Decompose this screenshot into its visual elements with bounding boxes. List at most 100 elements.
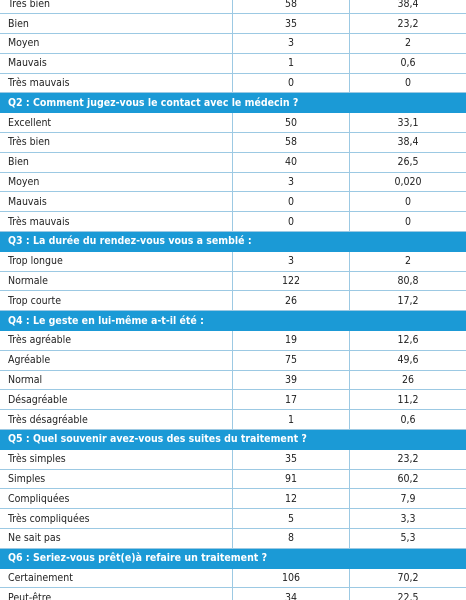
answer-label: Certainement: [8, 571, 73, 584]
section-heading: Q2 : Comment jugez-vous le contact avec …: [8, 96, 299, 109]
percent: 17,2: [349, 291, 466, 311]
table-row: Très désagréable 1 0,6: [0, 410, 466, 430]
answer-label: Désagréable: [8, 393, 68, 406]
answer-label: Moyen: [8, 37, 40, 50]
table-row: Agréable 75 49,6: [0, 350, 466, 371]
answer-label: Trop courte: [8, 294, 62, 307]
answer-label: Simples: [8, 472, 46, 485]
percent: 5,3: [349, 529, 466, 548]
table-row: Certainement 106 70,2: [0, 568, 466, 589]
count: 26: [232, 291, 349, 311]
count: 58: [232, 0, 349, 14]
section-heading-row: Q6 : Seriez-vous prêt(e)à refaire un tra…: [0, 548, 466, 569]
table-row: Excellent 50 33,1: [0, 113, 466, 133]
count: 8: [232, 529, 349, 548]
count: 3: [232, 251, 349, 271]
section-heading: Q4 : Le geste en lui-même a-t-il été :: [8, 314, 204, 327]
percent: 26,5: [349, 152, 466, 172]
table-row: Désagréable 17 11,2: [0, 390, 466, 411]
answer-label: Normale: [8, 274, 48, 287]
count: 58: [232, 133, 349, 152]
answer-label: Excellent: [8, 116, 52, 129]
table-row: Ne sait pas 8 5,3: [0, 529, 466, 549]
answer-label: Normal: [8, 373, 43, 386]
percent: 22,5: [349, 588, 466, 600]
table-row: Simples 91 60,2: [0, 469, 466, 490]
percent: 7,9: [349, 489, 466, 509]
table-row: Peut-être 34 22,5: [0, 588, 466, 600]
count: 5: [232, 509, 349, 528]
percent: 0: [349, 73, 466, 93]
percent: 49,6: [349, 350, 466, 370]
table-row: Très agréable 19 12,6: [0, 331, 466, 351]
count: 3: [232, 172, 349, 192]
answer-label: Très simples: [8, 453, 66, 466]
percent: 0,6: [349, 53, 466, 73]
percent: 38,4: [349, 133, 466, 152]
count: 0: [232, 73, 349, 93]
percent: 38,4: [349, 0, 466, 14]
count: 50: [232, 113, 349, 132]
count: 39: [232, 370, 349, 390]
answer-label: Mauvais: [8, 57, 47, 70]
section-heading-row: Q3 : La durée du rendez-vous vous a semb…: [0, 232, 466, 252]
percent: 0,6: [349, 410, 466, 429]
percent: 60,2: [349, 469, 466, 489]
table-row: Mauvais 0 0: [0, 192, 466, 213]
count: 34: [232, 588, 349, 600]
percent: 12,6: [349, 331, 466, 350]
count: 40: [232, 152, 349, 172]
table-row: Bien 35 23,2: [0, 14, 466, 34]
percent: 0: [349, 192, 466, 212]
section-heading-row: Q5 : Quel souvenir avez-vous des suites …: [0, 430, 466, 450]
percent: 33,1: [349, 113, 466, 132]
percent: 0: [349, 212, 466, 231]
table-row: Trop courte 26 17,2: [0, 291, 466, 312]
percent: 23,2: [349, 14, 466, 33]
answer-label: Agréable: [8, 354, 51, 367]
percent: 2: [349, 251, 466, 271]
answer-label: Moyen: [8, 175, 40, 188]
count: 122: [232, 271, 349, 291]
table-row: Très compliquées 5 3,3: [0, 509, 466, 529]
answer-label: Trop longue: [8, 255, 63, 268]
count: 1: [232, 410, 349, 429]
section-heading: Q6 : Seriez-vous prêt(e)à refaire un tra…: [8, 552, 268, 565]
count: 0: [232, 212, 349, 231]
table-row: Très bien 58 38,4: [0, 0, 466, 15]
answer-label: Très bien: [8, 0, 51, 10]
count: 35: [232, 449, 349, 469]
answer-label: Mauvais: [8, 195, 47, 208]
count: 12: [232, 489, 349, 509]
table-row: Compliquées 12 7,9: [0, 489, 466, 510]
percent: 26: [349, 370, 466, 390]
count: 75: [232, 350, 349, 370]
count: 0: [232, 192, 349, 212]
table-row: Moyen 3 0,020: [0, 172, 466, 193]
table-row: Mauvais 1 0,6: [0, 53, 466, 74]
table-row: Normale 122 80,8: [0, 271, 466, 292]
section-heading: Q3 : La durée du rendez-vous vous a semb…: [8, 235, 252, 248]
table-row: Très simples 35 23,2: [0, 449, 466, 470]
table-row: Très mauvais 0 0: [0, 212, 466, 232]
percent: 11,2: [349, 390, 466, 410]
percent: 3,3: [349, 509, 466, 528]
count: 3: [232, 34, 349, 53]
section-heading-row: Q2 : Comment jugez-vous le contact avec …: [0, 93, 466, 114]
percent: 0,020: [349, 172, 466, 192]
count: 1: [232, 53, 349, 73]
answer-label: Très mauvais: [8, 215, 70, 228]
table-row: Bien 40 26,5: [0, 152, 466, 173]
percent: 2: [349, 34, 466, 53]
section-heading: Q5 : Quel souvenir avez-vous des suites …: [8, 433, 307, 446]
count: 19: [232, 331, 349, 350]
table-row: Très mauvais 0 0: [0, 73, 466, 94]
percent: 80,8: [349, 271, 466, 291]
answer-label: Bien: [8, 156, 29, 169]
count: 17: [232, 390, 349, 410]
table-row: Très bien 58 38,4: [0, 133, 466, 153]
count: 106: [232, 568, 349, 588]
answer-label: Ne sait pas: [8, 532, 61, 545]
count: 91: [232, 469, 349, 489]
